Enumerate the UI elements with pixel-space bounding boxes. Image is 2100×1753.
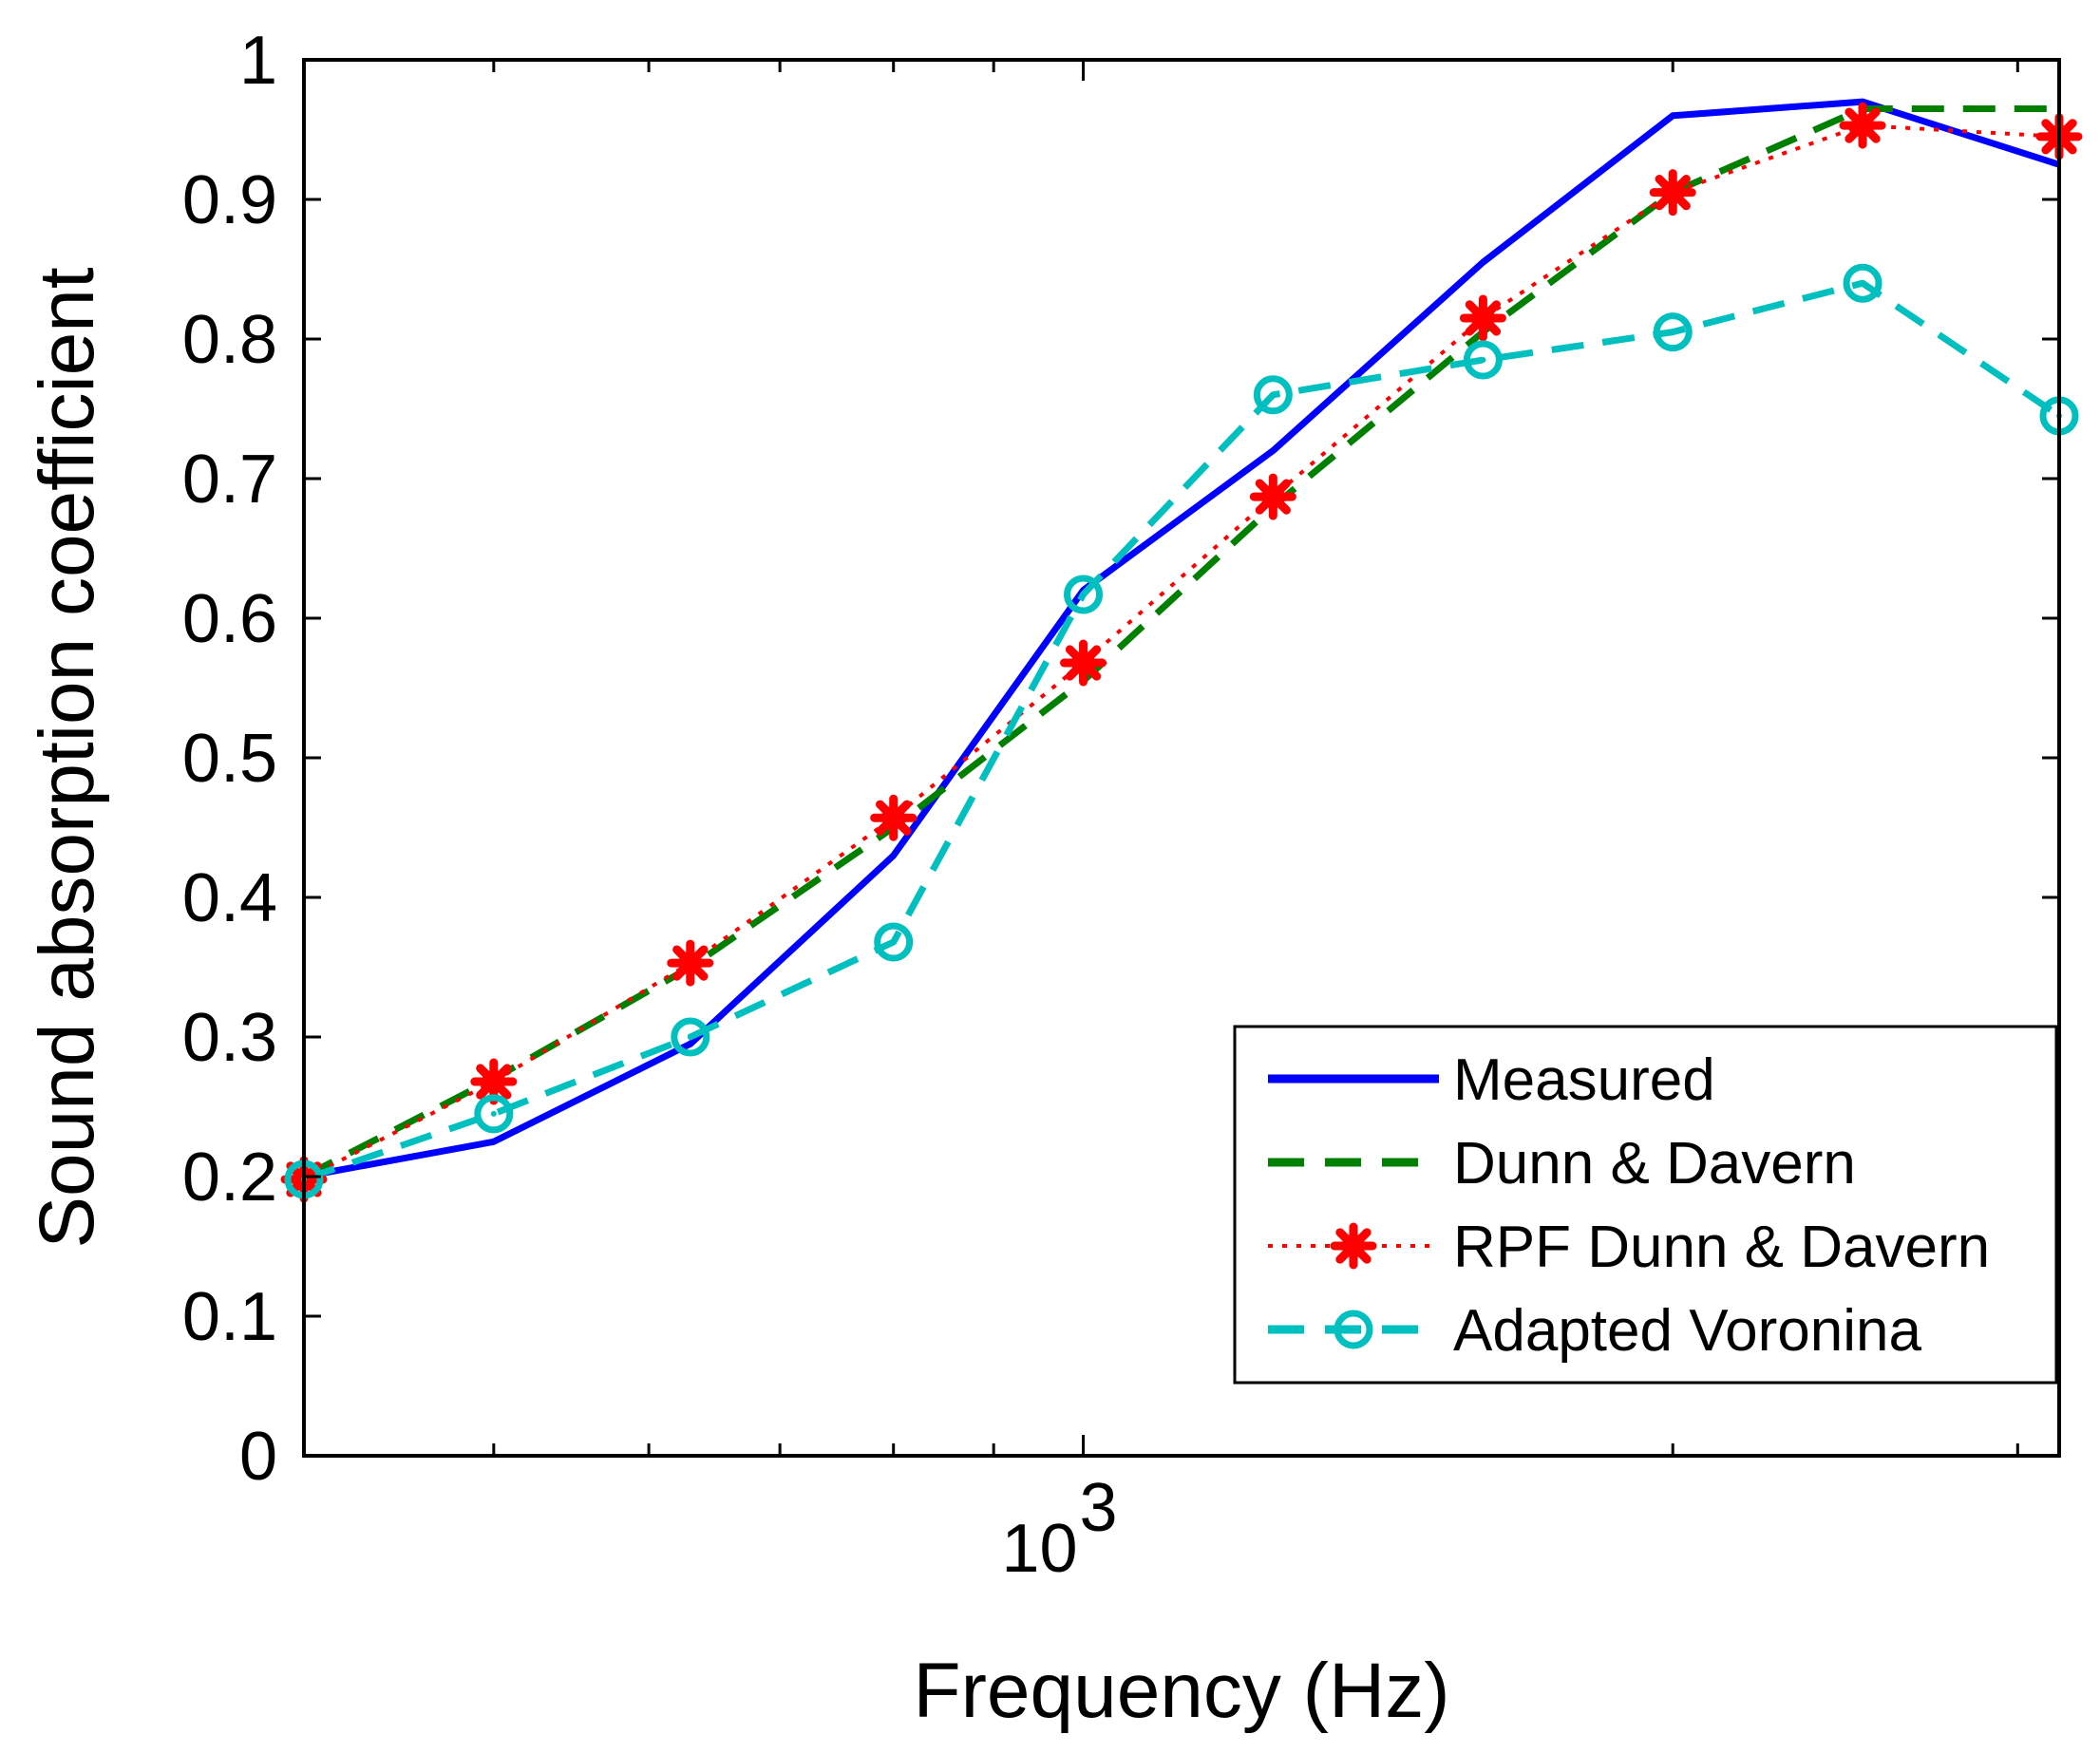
data-point-asterisk [667,939,714,987]
circle-dot [1351,1327,1356,1332]
y-tick-label: 0.4 [182,860,277,936]
data-point-circle [671,1017,710,1057]
y-tick-label: 0.7 [182,442,277,518]
data-point-asterisk [1839,102,1886,149]
plot-lines [302,98,2061,1183]
circle-dot [1080,592,1087,598]
series-line-2 [303,123,2060,1181]
x-axis-title: Frequency (Hz) [913,1648,1449,1734]
data-point-circle [1653,312,1693,352]
legend-label: RPF Dunn & Davern [1453,1215,1990,1280]
asterisk-spoke [2054,119,2077,141]
y-tick-label: 0 [239,1419,277,1495]
circle-dot [890,939,897,946]
y-tick-label: 1 [239,23,277,99]
asterisk-spoke [1478,300,1502,323]
y-tick-label: 0.1 [182,1279,277,1355]
circle-dot [490,1110,497,1117]
legend-label: Dunn & Davern [1453,1131,1856,1197]
circle-dot [1670,329,1676,335]
circle-ring [1653,312,1693,352]
data-point-asterisk [1459,294,1506,342]
x-tick-label-exponent: 3 [1080,1470,1118,1546]
circle-ring [1064,575,1104,614]
legend-marker-circle [1334,1310,1373,1349]
circle-ring [1334,1310,1373,1349]
circle-dot [1270,391,1277,398]
circle-ring [1463,340,1503,380]
data-point-asterisk [1649,169,1696,217]
circle-dot [1480,357,1486,364]
circle-dot [687,1034,693,1040]
circle-ring [1253,375,1293,415]
x-tick-labels: 103 [1001,1470,1117,1587]
circle-ring [671,1017,710,1057]
data-point-asterisk [870,794,918,841]
legend-marker-asterisk [1330,1222,1377,1270]
series-line-0 [303,98,2061,1180]
data-point-circle [1253,375,1293,415]
asterisk-spoke [1668,175,1691,198]
data-point-circle [1843,263,1882,303]
circle-ring [474,1094,514,1134]
y-tick-labels: 0 0.1 0.2 0.3 0.4 0.5 0.6 0.7 0.8 0.9 1 [182,23,277,1495]
circle-dot [1860,280,1866,287]
y-tick-label: 0.3 [182,1000,277,1076]
asterisk-spoke [489,1064,512,1086]
asterisk-spoke [1349,1228,1372,1251]
legend: Measured Dunn & Davern RPF Dunn & Davern Ad… [1233,1025,2058,1385]
data-point-asterisk [470,1058,518,1105]
y-tick-label: 0.9 [182,162,277,238]
asterisk-spoke [1858,107,1881,130]
legend-label: Measured [1453,1047,1715,1113]
data-point-circle [874,922,914,962]
y-tick-label: 0.2 [182,1140,277,1216]
circle-ring [1843,263,1882,303]
x-tick-label-base: 10 [1001,1511,1077,1587]
series-line-3 [302,279,2061,1183]
legend-label: Adapted Voronina [1453,1298,1921,1364]
y-tick-label: 0.8 [182,302,277,378]
series-line-1 [302,105,2059,1180]
plot-markers [280,102,2083,1203]
data-point-circle [474,1094,514,1134]
circle-ring [874,922,914,962]
y-axis-title: Sound absorption coefficient [24,267,110,1249]
data-point-circle [1064,575,1104,614]
asterisk-spoke [686,945,709,968]
data-point-circle [1463,340,1503,380]
data-point-asterisk [1249,473,1296,520]
axis-ticks [304,58,2059,1458]
asterisk-spoke [1268,479,1291,501]
data-point-asterisk [1060,639,1107,687]
y-tick-label: 0.6 [182,581,277,657]
asterisk-spoke [1079,645,1102,668]
y-tick-label: 0.5 [182,721,277,797]
asterisk-spoke [889,800,912,822]
